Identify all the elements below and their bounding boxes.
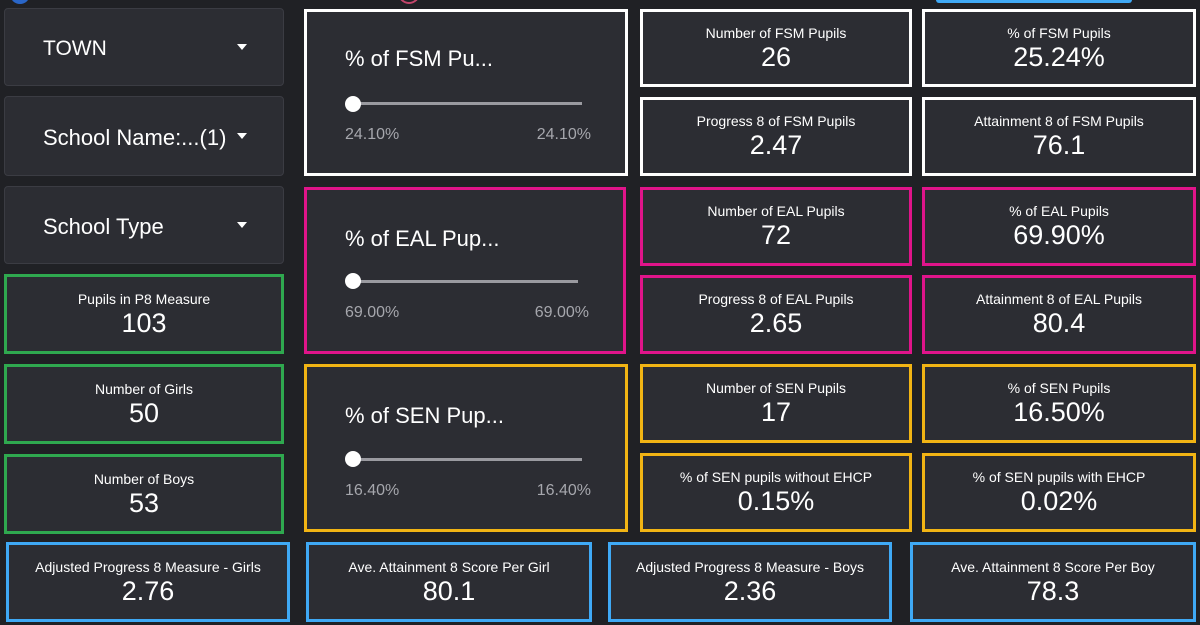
fsm-number-card: Number of FSM Pupils 26: [640, 9, 912, 87]
adj-p8-girls-value: 2.76: [121, 575, 175, 606]
att8-girl-value: 80.1: [422, 575, 476, 606]
eal-slider-handle[interactable]: [345, 273, 361, 289]
adj-p8-girls-card: Adjusted Progress 8 Measure - Girls 2.76: [6, 542, 290, 622]
top-partial-ring-icon: [398, 0, 420, 4]
att8-girl-label: Ave. Attainment 8 Score Per Girl: [348, 558, 550, 575]
sen-slider-title: % of SEN Pup...: [345, 403, 504, 428]
att8-boy-card: Ave. Attainment 8 Score Per Boy 78.3: [910, 542, 1196, 622]
fsm-progress8-value: 2.47: [749, 130, 803, 160]
fsm-attainment8-value: 76.1: [1032, 130, 1086, 160]
sen-without-ehcp-value: 0.15%: [737, 486, 815, 516]
adj-p8-boys-card: Adjusted Progress 8 Measure - Boys 2.36: [608, 542, 892, 622]
school-type-dropdown[interactable]: School Type: [4, 186, 284, 264]
att8-boy-label: Ave. Attainment 8 Score Per Boy: [951, 558, 1155, 575]
eal-percent-label: % of EAL Pupils: [1009, 203, 1109, 219]
eal-slider-track[interactable]: [352, 280, 578, 283]
fsm-slider-min: 24.10%: [345, 126, 400, 143]
fsm-slider-track[interactable]: [352, 102, 582, 105]
adj-p8-boys-value: 2.36: [723, 575, 777, 606]
eal-slider-min: 69.00%: [345, 304, 400, 321]
adj-p8-girls-label: Adjusted Progress 8 Measure - Girls: [35, 558, 261, 575]
sen-with-ehcp-card: % of SEN pupils with EHCP 0.02%: [922, 453, 1196, 532]
sen-without-ehcp-card: % of SEN pupils without EHCP 0.15%: [640, 453, 912, 532]
school-type-dropdown-label: School Type: [43, 214, 164, 239]
girls-value: 50: [128, 397, 160, 428]
fsm-slider-max: 24.10%: [536, 126, 591, 143]
sen-number-value: 17: [760, 397, 792, 427]
school-name-dropdown-label: School Name:...(1): [43, 125, 227, 150]
girls-label: Number of Girls: [94, 380, 194, 397]
sen-slider-handle[interactable]: [345, 451, 361, 467]
sen-slider-min: 16.40%: [345, 482, 400, 499]
eal-percent-card: % of EAL Pupils 69.90%: [922, 187, 1196, 266]
att8-boy-value: 78.3: [1026, 575, 1080, 606]
sen-slider-card: % of SEN Pup... 16.40% 16.40%: [304, 364, 628, 532]
boys-label: Number of Boys: [93, 470, 195, 487]
sen-slider-track[interactable]: [352, 458, 582, 461]
fsm-number-value: 26: [760, 41, 792, 72]
fsm-slider-title: % of FSM Pu...: [345, 46, 493, 71]
fsm-percent-value: 25.24%: [1013, 41, 1105, 72]
eal-progress8-label: Progress 8 of EAL Pupils: [698, 291, 854, 307]
town-dropdown-label: TOWN: [43, 37, 107, 60]
pupils-p8-label: Pupils in P8 Measure: [77, 290, 211, 307]
chevron-down-icon: [237, 222, 247, 228]
top-partial-button[interactable]: [936, 0, 1132, 3]
sen-number-card: Number of SEN Pupils 17: [640, 364, 912, 443]
fsm-percent-label: % of FSM Pupils: [1007, 24, 1111, 41]
sen-with-ehcp-value: 0.02%: [1020, 486, 1098, 516]
chevron-down-icon: [237, 44, 247, 50]
eal-progress8-value: 2.65: [749, 308, 803, 338]
sen-slider-max: 16.40%: [536, 482, 591, 499]
pupils-p8-card: Pupils in P8 Measure 103: [4, 274, 284, 354]
sen-percent-value: 16.50%: [1013, 397, 1105, 427]
eal-number-label: Number of EAL Pupils: [707, 203, 845, 219]
girls-card: Number of Girls 50: [4, 364, 284, 444]
sen-with-ehcp-label: % of SEN pupils with EHCP: [972, 469, 1146, 485]
eal-attainment8-value: 80.4: [1032, 308, 1086, 338]
att8-girl-card: Ave. Attainment 8 Score Per Girl 80.1: [306, 542, 592, 622]
adj-p8-boys-label: Adjusted Progress 8 Measure - Boys: [636, 558, 864, 575]
fsm-slider-card: % of FSM Pu... 24.10% 24.10%: [304, 9, 628, 176]
eal-slider-title: % of EAL Pup...: [345, 226, 500, 251]
pupils-p8-value: 103: [121, 307, 167, 338]
top-partial-icon: [10, 0, 30, 4]
sen-number-label: Number of SEN Pupils: [705, 380, 847, 396]
fsm-attainment8-label: Attainment 8 of FSM Pupils: [974, 113, 1144, 129]
fsm-progress8-card: Progress 8 of FSM Pupils 2.47: [640, 97, 912, 176]
boys-card: Number of Boys 53: [4, 454, 284, 534]
school-name-dropdown[interactable]: School Name:...(1): [4, 96, 284, 176]
eal-percent-value: 69.90%: [1013, 220, 1105, 250]
eal-slider-card: % of EAL Pup... 69.00% 69.00%: [304, 187, 626, 354]
eal-slider-max: 69.00%: [534, 304, 589, 321]
eal-attainment8-card: Attainment 8 of EAL Pupils 80.4: [922, 275, 1196, 354]
fsm-number-label: Number of FSM Pupils: [705, 24, 847, 41]
fsm-percent-card: % of FSM Pupils 25.24%: [922, 9, 1196, 87]
eal-number-value: 72: [760, 220, 792, 250]
fsm-slider-handle[interactable]: [345, 96, 361, 112]
eal-attainment8-label: Attainment 8 of EAL Pupils: [975, 291, 1143, 307]
chevron-down-icon: [237, 133, 247, 139]
fsm-progress8-label: Progress 8 of FSM Pupils: [696, 113, 856, 129]
sen-percent-card: % of SEN Pupils 16.50%: [922, 364, 1196, 443]
town-dropdown[interactable]: TOWN: [4, 8, 284, 86]
eal-number-card: Number of EAL Pupils 72: [640, 187, 912, 266]
eal-progress8-card: Progress 8 of EAL Pupils 2.65: [640, 275, 912, 354]
sen-without-ehcp-label: % of SEN pupils without EHCP: [679, 469, 873, 485]
sen-percent-label: % of SEN Pupils: [1007, 380, 1111, 396]
boys-value: 53: [128, 487, 160, 518]
fsm-attainment8-card: Attainment 8 of FSM Pupils 76.1: [922, 97, 1196, 176]
